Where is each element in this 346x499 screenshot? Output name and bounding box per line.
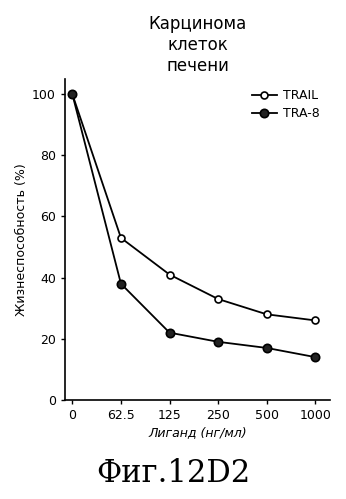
TRAIL (167, 271, 172, 277)
TRA-8 (119, 281, 123, 287)
TRA-8 (313, 354, 317, 360)
TRA-8 (70, 91, 74, 97)
TRAIL (70, 91, 74, 97)
Title: Карцинома
клеток
печени: Карцинома клеток печени (148, 15, 247, 74)
Legend: TRAIL, TRA-8: TRAIL, TRA-8 (248, 85, 324, 124)
Line: TRA-8: TRA-8 (68, 90, 319, 361)
TRAIL (265, 311, 269, 317)
TRA-8 (265, 345, 269, 351)
TRAIL (313, 317, 317, 323)
TRA-8 (167, 330, 172, 336)
Line: TRAIL: TRAIL (69, 91, 319, 324)
TRAIL (216, 296, 220, 302)
TRA-8 (216, 339, 220, 345)
TRAIL (119, 235, 123, 241)
Y-axis label: Жизнеспособность (%): Жизнеспособность (%) (15, 163, 28, 316)
Text: Фиг.12D2: Фиг.12D2 (96, 458, 250, 489)
X-axis label: Лиганд (нг/мл): Лиганд (нг/мл) (148, 426, 247, 439)
